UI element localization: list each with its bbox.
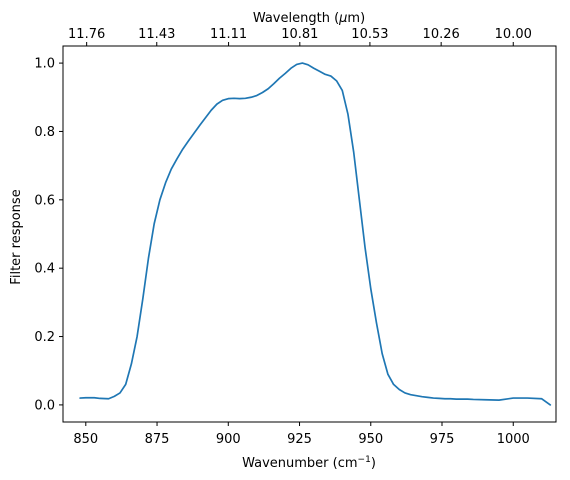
x-axis-title-suffix: ) (371, 456, 376, 471)
x-tick-label-4: 950 (358, 432, 383, 447)
y-tick-label-1: 0.2 (34, 330, 55, 345)
top-axis-title-text: Wavelength ( (253, 11, 339, 26)
y-tick-label-4: 0.8 (34, 125, 55, 140)
top-tick-label-2: 11.11 (210, 27, 247, 42)
y-tick-label-0: 0.0 (34, 398, 55, 413)
top-tick-label-0: 11.76 (68, 27, 105, 42)
y-tick-label-2: 0.4 (34, 262, 55, 277)
x-axis-title-superscript: −1 (358, 455, 371, 465)
top-tick-label-3: 10.81 (281, 27, 318, 42)
y-tick-label-3: 0.6 (34, 193, 55, 208)
x-axis-title: Wavenumber (cm−1) (242, 455, 376, 471)
series-line-0 (79, 62, 552, 406)
x-axis-title-text: Wavenumber (cm (242, 456, 357, 471)
x-tick-label-2: 900 (216, 432, 241, 447)
axes: 850 875 900 925 950 975 1000 0.0 0.2 0.4 0.6 0.8 1.0… (34, 27, 557, 447)
y-axis-title: Filter response (9, 189, 24, 284)
top-tick-label-5: 10.26 (423, 27, 460, 42)
x-tick-label-3: 925 (287, 432, 312, 447)
top-axis-title: Wavelength (μm) (253, 11, 365, 26)
top-tick-label-6: 10.00 (495, 27, 532, 42)
y-tick-label-5: 1.0 (34, 57, 55, 72)
plot-area (79, 62, 552, 406)
x-tick-label-1: 875 (145, 432, 170, 447)
top-tick-label-4: 10.53 (351, 27, 388, 42)
x-tick-label-5: 975 (430, 432, 455, 447)
plot-frame (62, 45, 557, 423)
top-tick-label-1: 11.43 (138, 27, 175, 42)
top-axis-title-mu: μ (338, 11, 347, 26)
x-tick-label-0: 850 (73, 432, 98, 447)
x-tick-label-6: 1000 (497, 432, 530, 447)
top-axis-title-suffix: m) (347, 11, 365, 26)
